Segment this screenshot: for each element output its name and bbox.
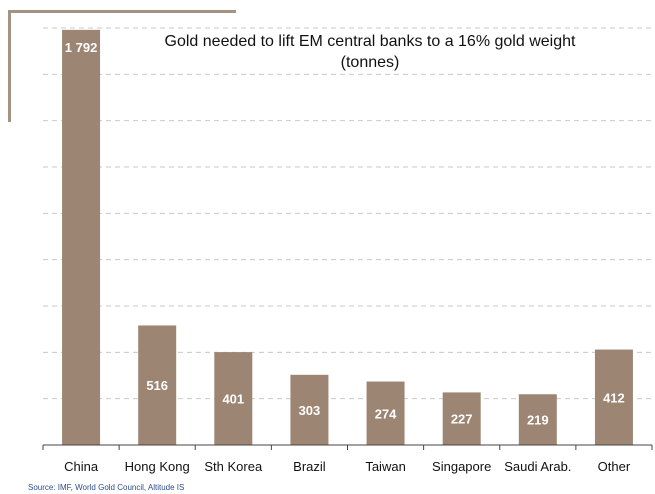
data-label-3: 303 [299,403,321,418]
bar-3 [290,374,329,445]
bar-1 [138,325,177,445]
bar-0 [62,29,101,445]
x-tick-label-4: Taiwan [365,459,405,474]
data-label-6: 219 [527,413,549,428]
data-label-4: 274 [375,406,397,421]
frame-left-accent [8,10,11,122]
x-tick-label-0: China [64,459,99,474]
bar-7 [594,349,633,445]
x-tick-label-6: Saudi Arab. [504,459,571,474]
data-label-5: 227 [451,412,473,427]
chart-title: Gold needed to lift EM central banks to … [164,33,576,50]
x-tick-label-2: Sth Korea [204,459,263,474]
data-label-7: 412 [603,390,625,405]
data-label-1: 516 [146,378,168,393]
bar-6 [518,394,557,445]
bar-2 [214,352,253,445]
data-label-0: 1 792 [65,40,98,55]
x-tick-label-5: Singapore [432,459,491,474]
x-tick-label-3: Brazil [293,459,326,474]
data-label-2: 401 [222,392,244,407]
x-tick-label-1: Hong Kong [125,459,190,474]
bar-5 [442,392,481,445]
source-note: Source: IMF, World Gold Council, Altitud… [28,483,185,492]
chart-title-unit: (tonnes) [340,54,400,71]
frame-top-accent [8,10,236,13]
bar-4 [366,381,405,445]
x-tick-label-7: Other [598,459,631,474]
